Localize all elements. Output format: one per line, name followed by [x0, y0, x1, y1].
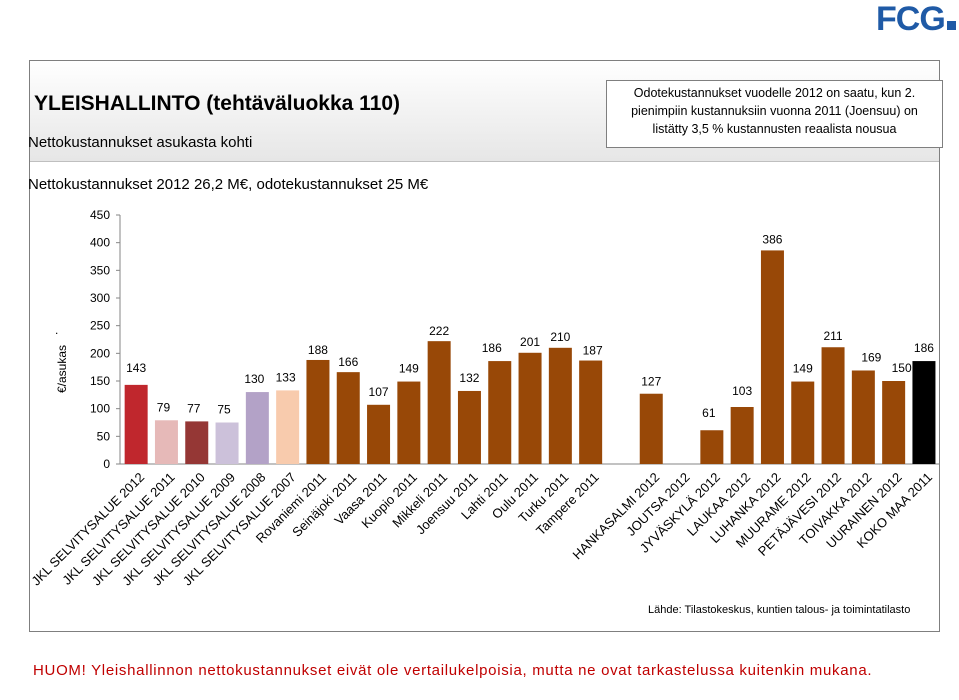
page-subtitle: Nettokustannukset asukasta kohti [28, 134, 253, 151]
y-tick-label: 300 [90, 291, 110, 305]
bar [185, 421, 209, 464]
note-line-1: Odotekustannukset vuodelle 2012 on saatu… [633, 86, 916, 100]
bar [336, 372, 360, 464]
bar-value-label: 79 [157, 400, 171, 414]
cost-summary: Nettokustannukset 2012 26,2 M€, odotekus… [28, 176, 429, 193]
bar [730, 407, 754, 464]
bar-value-label: 186 [482, 341, 502, 355]
bar-value-label: 186 [914, 341, 934, 355]
y-tick-label: 350 [90, 263, 110, 277]
bar [548, 347, 572, 464]
y-tick-label: 250 [90, 319, 110, 333]
note-line-2: pienimpiin kustannuksiin vuonna 2011 (Jo… [631, 104, 918, 118]
bar [791, 381, 815, 464]
bar-value-label: 107 [369, 385, 389, 399]
bar-value-label: 127 [641, 375, 661, 389]
bar [851, 370, 875, 464]
bar [700, 430, 724, 464]
y-tick-label: 100 [90, 402, 110, 416]
bar-value-label: 103 [732, 384, 752, 398]
bar [397, 381, 421, 464]
bar [518, 352, 542, 464]
bar [306, 359, 330, 464]
bar-value-label: 130 [244, 372, 264, 386]
y-axis-ticks: 0 50 100 150 200 250 300 350 400 450 [90, 208, 120, 471]
y-tick-label: 150 [90, 374, 110, 388]
value-labels-group: 143 79 77 75 130 133 188 166 107 149 222 132 186 201 2… [126, 232, 934, 420]
bar-value-label: 149 [399, 362, 419, 376]
y-tick-label: 50 [97, 429, 111, 443]
fcg-logo: FCG [876, 0, 956, 39]
bar [154, 420, 178, 464]
bar [245, 392, 269, 464]
logo-dot [946, 21, 956, 30]
note-box: Odotekustannukset vuodelle 2012 on saatu… [606, 80, 943, 148]
bar [427, 341, 451, 464]
y-tick-label: 200 [90, 346, 110, 360]
bar-value-label: 211 [823, 329, 842, 343]
page-title: YLEISHALLINTO (tehtäväluokka 110) [34, 92, 401, 115]
bar [912, 361, 936, 464]
bar [821, 347, 845, 464]
bars-group [124, 250, 936, 464]
bar-value-label: 61 [702, 406, 716, 420]
bar [457, 390, 481, 464]
bar-value-label: 132 [459, 371, 479, 385]
y-tick-label: 450 [90, 208, 110, 222]
bar-value-label: 386 [762, 232, 782, 246]
bar [124, 384, 148, 464]
bar-value-label: 187 [583, 344, 603, 358]
footer-warning: HUOM! Yleishallinnon nettokustannukset e… [33, 662, 873, 679]
bar-value-label: 188 [308, 343, 328, 357]
y-tick-label: 0 [103, 457, 110, 471]
bar [488, 361, 512, 464]
bar-value-label: 77 [187, 401, 201, 415]
bar [215, 422, 239, 464]
bar-value-label: 143 [126, 361, 146, 375]
slide-frame [29, 60, 940, 632]
bar-value-label: 201 [520, 335, 540, 349]
bar [276, 390, 300, 464]
bar-value-label: 210 [550, 330, 570, 344]
note-line-3: listätty 3,5 % kustannusten reaalista no… [652, 122, 897, 136]
bar-value-label: 150 [892, 361, 912, 375]
bar [882, 381, 906, 464]
y-axis-label: €/asukas [55, 345, 69, 393]
bar-value-label: 222 [429, 324, 449, 338]
y-axis-label-dot: . [55, 323, 58, 337]
bar-value-label: 166 [338, 355, 358, 369]
bar [639, 393, 663, 464]
bar-value-label: 133 [276, 370, 296, 384]
bar-value-label: 75 [217, 403, 231, 417]
bar [579, 360, 603, 464]
bar [760, 250, 784, 464]
bar [367, 404, 391, 464]
bar-value-label: 149 [793, 362, 813, 376]
y-tick-label: 400 [90, 236, 110, 250]
source-note: Lähde: Tilastokeskus, kuntien talous- ja… [648, 604, 911, 616]
bar-value-label: 169 [861, 350, 881, 364]
